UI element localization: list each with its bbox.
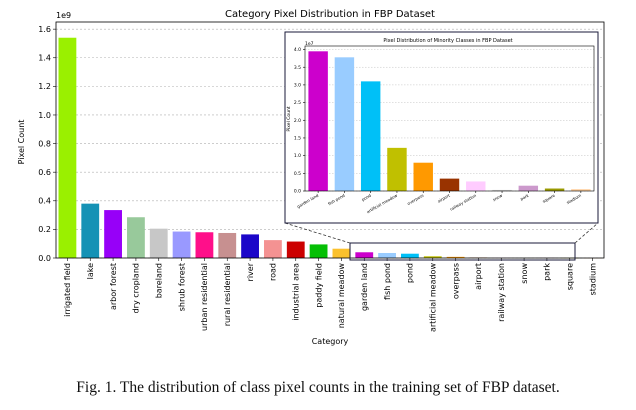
main-x-tick-label: urban residential xyxy=(200,263,209,331)
inset-bar xyxy=(308,51,328,192)
figure: Category Pixel Distribution in FBP Datas… xyxy=(17,9,605,346)
main-y-tick-label: 0.2 xyxy=(38,225,51,234)
main-x-tick-label: irrigated field xyxy=(63,263,72,317)
inset-bar xyxy=(439,178,460,191)
main-x-axis-label: Category xyxy=(312,337,349,346)
main-bar xyxy=(378,252,396,258)
inset-y-tick-label: 1.0 xyxy=(294,153,301,159)
main-bar xyxy=(241,234,259,258)
main-x-tick-label: river xyxy=(246,262,255,281)
inset-chart: Pixel Distribution of Minority Classes i… xyxy=(284,31,599,224)
main-x-tick-label: artificial meadow xyxy=(429,263,438,332)
inset-y-tick-label: 4.0 xyxy=(294,47,301,53)
inset-bar xyxy=(413,162,433,191)
inset-plot-frame xyxy=(304,45,595,192)
main-bar xyxy=(195,232,214,258)
main-offset-text: 1e9 xyxy=(56,11,71,20)
main-bar xyxy=(309,244,328,258)
inset-y-tick-label: 0.5 xyxy=(294,171,301,177)
main-bar xyxy=(423,256,442,258)
inset-bar xyxy=(360,81,381,191)
inset-x-tick-label: airport xyxy=(437,193,451,204)
main-y-tick-label: 0.4 xyxy=(38,197,51,206)
main-x-tick-label: garden land xyxy=(360,263,369,311)
main-y-tick-label: 1.0 xyxy=(38,111,51,120)
main-bar xyxy=(218,232,237,258)
inset-bar xyxy=(466,181,486,191)
main-x-tick-label: pond xyxy=(406,263,415,283)
inset-x-tick-label: pond xyxy=(361,193,373,203)
inset-y-tick-label: 3.0 xyxy=(294,82,301,88)
main-title: Category Pixel Distribution in FBP Datas… xyxy=(225,9,435,20)
main-bars xyxy=(58,37,602,259)
main-bar xyxy=(355,252,374,258)
main-x-tick-label: square xyxy=(566,263,575,290)
inset-bars xyxy=(308,51,591,192)
inset-bar xyxy=(518,185,539,191)
main-x-tick-label: road xyxy=(269,263,278,281)
main-x-tick-label: lake xyxy=(86,263,95,279)
main-x-tick-label: bareland xyxy=(155,263,164,298)
inset-bar xyxy=(492,189,512,191)
main-x-tick-label: rural residential xyxy=(223,263,232,326)
inset-bar xyxy=(544,188,565,191)
zoom-region-box xyxy=(349,242,576,261)
main-bar xyxy=(104,210,122,258)
main-bar xyxy=(264,240,282,258)
main-x-tick-label: overpass xyxy=(451,263,460,299)
inset-y-tick-label: 2.5 xyxy=(294,100,301,106)
zoom-connector-right xyxy=(574,222,599,244)
main-y-tick-label: 0.8 xyxy=(38,139,51,148)
main-bar xyxy=(286,241,305,258)
main-x-tick-label: paddy field xyxy=(314,263,323,308)
inset-bar xyxy=(571,189,591,191)
main-x-tick-labels: irrigated field lake arbor forest dry cropl… xyxy=(63,262,597,332)
inset-title: Pixel Distribution of Minority Classes i… xyxy=(383,38,512,44)
main-x-tick-label: natural meadow xyxy=(337,263,346,329)
main-plot-frame xyxy=(55,21,605,259)
inset-y-tick-label: 1.5 xyxy=(294,136,301,142)
main-bar xyxy=(149,228,168,258)
main-bar xyxy=(446,256,465,258)
main-y-tick-label: 1.2 xyxy=(38,82,51,91)
inset-y-tick-label: 3.5 xyxy=(294,65,301,71)
inset-x-tick-label: park xyxy=(519,192,530,201)
inset-bar xyxy=(387,147,407,191)
inset-x-tick-label: snow xyxy=(492,192,504,202)
main-bar xyxy=(332,248,351,258)
main-y-tick-label: 0.0 xyxy=(38,254,51,263)
main-y-tick-label: 1.4 xyxy=(38,54,51,63)
main-bar xyxy=(127,217,145,258)
inset-y-axis-label: Pixel Count xyxy=(286,106,292,131)
main-x-tick-label: snow xyxy=(520,263,529,284)
main-x-tick-label: shrub forest xyxy=(177,263,186,311)
inset-bar xyxy=(334,57,355,191)
main-bar xyxy=(401,253,419,258)
main-x-tick-label: railway station xyxy=(497,263,506,322)
main-bar xyxy=(172,231,191,258)
inset-x-tick-label: square xyxy=(541,192,556,203)
main-y-tick-label: 1.6 xyxy=(38,25,51,34)
inset-ticks: 0.0 0.5 1.0 1.5 2.0 2.5 3.0 3.5 4.0 xyxy=(294,47,582,195)
main-bar xyxy=(81,203,100,258)
main-y-tick-label: 0.6 xyxy=(38,168,51,177)
main-ticks: 0.0 0.2 0.4 0.6 0.8 1.0 1.2 1.4 1.6 xyxy=(38,25,593,263)
inset-y-tick-label: 0.0 xyxy=(294,189,301,195)
main-y-axis-label: Pixel Count xyxy=(17,120,26,165)
main-x-tick-label: fish pond xyxy=(383,263,392,300)
zoom-connector-left xyxy=(284,222,351,244)
main-x-tick-label: airport xyxy=(474,263,483,290)
main-x-tick-label: stadium xyxy=(588,263,597,296)
main-bar xyxy=(58,37,77,258)
main-x-tick-label: park xyxy=(543,263,552,281)
inset-y-tick-label: 2.0 xyxy=(294,118,301,124)
figure-caption: Fig. 1. The distribution of class pixel … xyxy=(76,379,560,396)
main-x-tick-label: arbor forest xyxy=(109,263,118,310)
main-x-tick-label: dry cropland xyxy=(132,263,141,313)
inset-offset-text: 1e7 xyxy=(305,41,314,47)
main-x-tick-label: industrial area xyxy=(292,263,301,321)
